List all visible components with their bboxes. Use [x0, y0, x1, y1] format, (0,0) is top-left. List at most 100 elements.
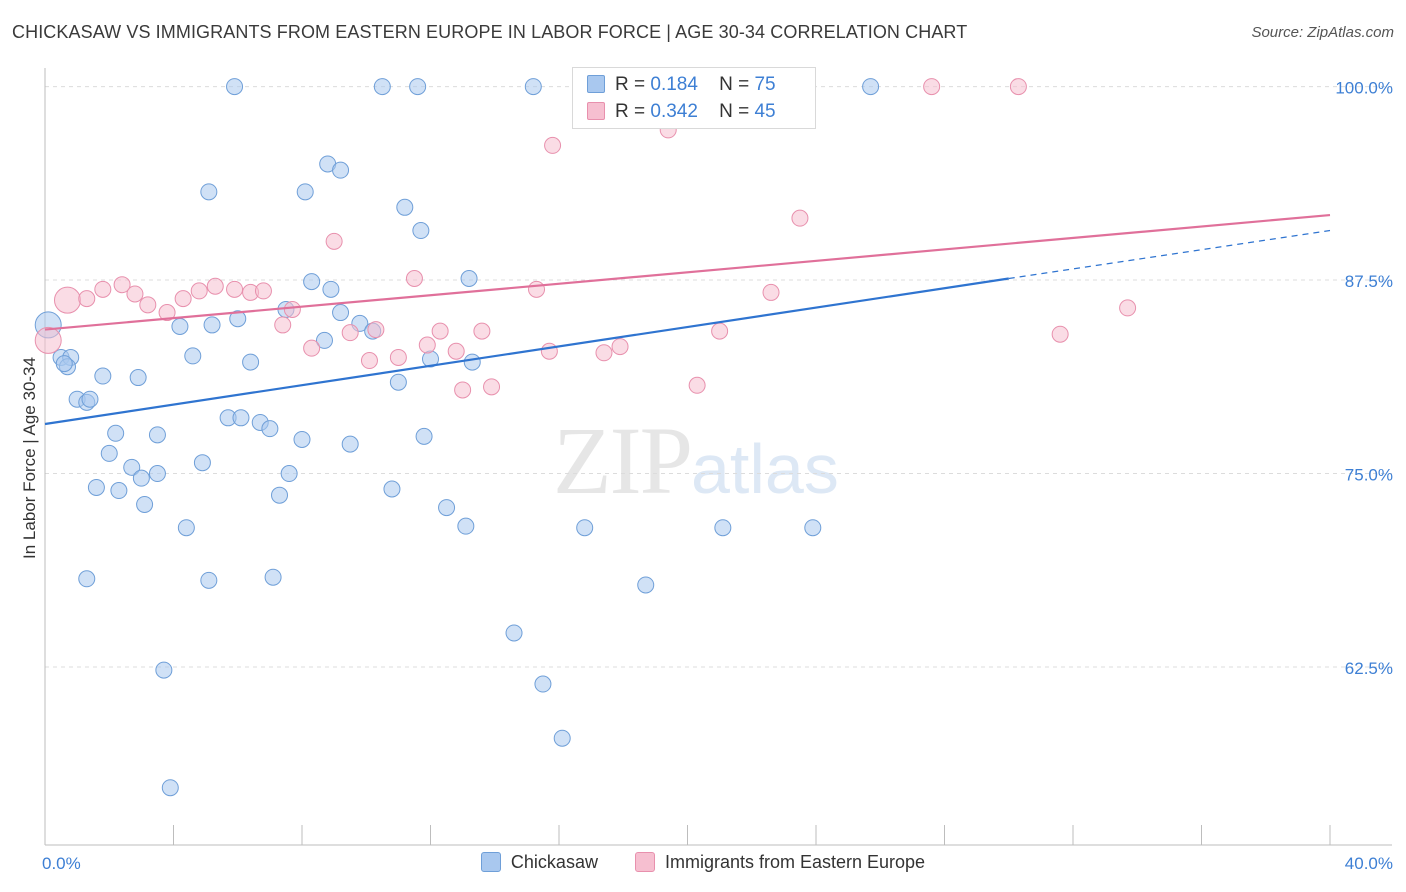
chickasaw-point — [200, 183, 218, 201]
chickasaw-point — [332, 161, 350, 179]
immigrants-point — [473, 322, 491, 340]
chickasaw-point — [155, 661, 173, 679]
immigrants-point — [454, 381, 472, 399]
immigrants-point — [389, 348, 407, 366]
chickasaw-point — [315, 331, 333, 349]
chickasaw-point — [714, 519, 732, 537]
legend-n-value: 75 — [754, 74, 776, 95]
chickasaw-point — [271, 486, 289, 504]
chickasaw-point — [505, 624, 523, 642]
chickasaw-point — [136, 495, 154, 513]
chickasaw-point — [457, 517, 475, 535]
chickasaw-point — [280, 465, 298, 483]
y-tick-label: 100.0% — [1335, 79, 1393, 98]
legend-item-immigrants: Immigrants from Eastern Europe — [634, 852, 926, 873]
chickasaw-point — [129, 369, 147, 387]
immigrants-point — [94, 280, 112, 298]
chickasaw-point — [296, 183, 314, 201]
chickasaw-point — [332, 304, 350, 322]
immigrants-point — [1119, 299, 1137, 317]
chickasaw-point — [293, 430, 311, 448]
immigrants-point — [254, 282, 272, 300]
immigrants-point — [528, 280, 546, 298]
chickasaw-point — [171, 317, 189, 335]
chickasaw-point — [463, 353, 481, 371]
chickasaw-point — [148, 426, 166, 444]
immigrants-point — [611, 338, 629, 356]
immigrants-point — [78, 290, 96, 308]
chickasaw-trend-extension — [1008, 229, 1331, 280]
legend-r-label: R = — [615, 101, 646, 122]
chickasaw-point — [107, 424, 125, 442]
chickasaw-point — [177, 519, 195, 537]
legend-r-label: R = — [615, 74, 646, 95]
legend-label-immigrants: Immigrants from Eastern Europe — [664, 852, 926, 872]
chickasaw-point — [341, 435, 359, 453]
legend-n-value: 45 — [754, 101, 776, 122]
legend-row-immigrants: R = 0.342 N = 45 — [587, 101, 776, 125]
chickasaw-point — [81, 390, 99, 408]
chickasaw-point — [396, 198, 414, 216]
immigrants-point — [139, 296, 157, 314]
immigrants-point — [341, 324, 359, 342]
chickasaw-point — [78, 570, 96, 588]
immigrants-point — [405, 270, 423, 288]
chickasaw-point — [524, 78, 542, 96]
immigrants-point — [206, 277, 224, 295]
chickasaw-point — [637, 576, 655, 594]
chickasaw-point — [229, 310, 247, 328]
chickasaw-point — [55, 355, 73, 373]
chickasaw-point — [161, 779, 179, 797]
immigrants-point — [190, 282, 208, 300]
immigrants-point — [325, 232, 343, 250]
chickasaw-point — [264, 568, 282, 586]
chickasaw-point — [373, 78, 391, 96]
watermark-atlas: atlas — [691, 430, 839, 508]
chickasaw-legend-swatch — [480, 852, 501, 872]
immigrants-swatch — [587, 102, 605, 120]
series-legend: Chickasaw Immigrants from Eastern Europe — [0, 852, 1406, 873]
immigrants-point — [158, 304, 176, 322]
immigrants-point — [226, 280, 244, 298]
y-tick-label: 62.5% — [1345, 659, 1393, 678]
y-tick-label: 87.5% — [1345, 272, 1393, 291]
legend-r-value: 0.342 — [650, 101, 698, 122]
chickasaw-point — [123, 458, 141, 476]
chickasaw-point — [415, 427, 433, 445]
chickasaw-point — [534, 675, 552, 693]
chickasaw-point — [383, 480, 401, 498]
immigrants-point — [53, 286, 81, 314]
chickasaw-swatch — [587, 75, 605, 93]
chickasaw-point — [94, 367, 112, 385]
legend-n-label: N = — [719, 74, 750, 95]
immigrants-point — [174, 290, 192, 308]
chickasaw-point — [100, 444, 118, 462]
immigrants-point — [360, 352, 378, 370]
chart-title: CHICKASAW VS IMMIGRANTS FROM EASTERN EUR… — [12, 22, 968, 42]
chickasaw-point — [87, 478, 105, 496]
chickasaw-point — [261, 420, 279, 438]
immigrants-point — [283, 300, 301, 318]
immigrants-point — [544, 136, 562, 154]
chickasaw-trend-line — [44, 277, 1009, 426]
x-tick-label: 0.0% — [42, 854, 81, 873]
watermark: ZIPatlas — [553, 405, 839, 516]
immigrants-point — [688, 376, 706, 394]
watermark-zip: ZIP — [553, 407, 693, 514]
chickasaw-point — [132, 469, 150, 487]
immigrants-point — [791, 209, 809, 227]
immigrants-point — [367, 321, 385, 339]
immigrants-point — [1009, 78, 1027, 96]
immigrants-point — [447, 342, 465, 360]
chickasaw-point — [226, 78, 244, 96]
immigrants-point — [923, 78, 941, 96]
chickasaw-point — [553, 729, 571, 747]
chickasaw-point — [322, 280, 340, 298]
chickasaw-point — [389, 373, 407, 391]
immigrants-point — [595, 344, 613, 362]
legend-item-chickasaw: Chickasaw — [480, 852, 598, 873]
chickasaw-point — [804, 519, 822, 537]
immigrants-trend-line — [44, 213, 1331, 331]
chickasaw-point — [862, 78, 880, 96]
chickasaw-point — [438, 499, 456, 517]
